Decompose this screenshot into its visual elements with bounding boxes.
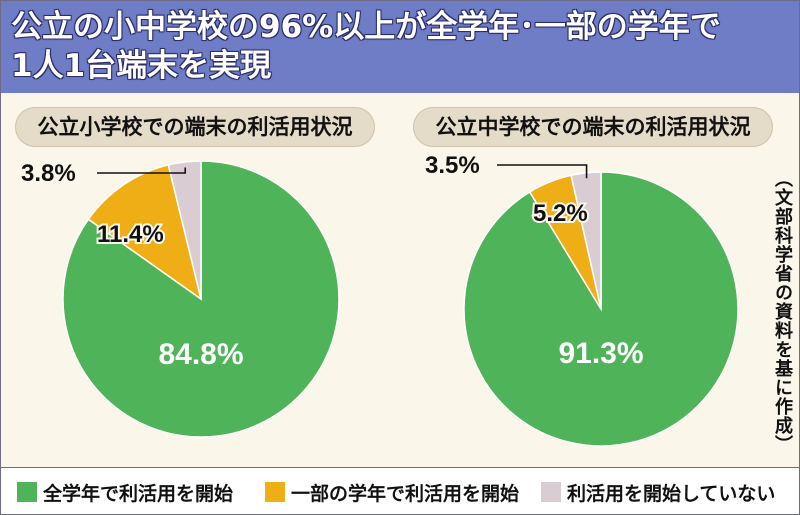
title-line-2: 1人1台端末を実現 bbox=[11, 48, 272, 84]
junior-high-label-partial: 5.2% bbox=[533, 200, 588, 227]
junior-high-title-pill bbox=[413, 107, 773, 147]
junior-high-pie-outline bbox=[463, 171, 739, 447]
elementary-leader-line bbox=[97, 167, 187, 174]
legend-swatch-none bbox=[541, 482, 561, 502]
legend-divider bbox=[1, 467, 799, 468]
junior-high-leader-line bbox=[497, 164, 588, 179]
junior-high-chart-title: 公立中学校での端末の利活用状況 bbox=[435, 115, 751, 139]
title-banner: 公立の小中学校の96%以上が全学年･一部の学年で 1人1台端末を実現 bbox=[1, 1, 799, 93]
legend-label-partial: 一部の学年で利活用を開始 bbox=[291, 482, 520, 505]
pie-charts: 84.8% 11.4% 3.8% 91.3% 5.2% 3.5% bbox=[19, 150, 739, 447]
source-note: （文部科学省の資料を基に作成） bbox=[772, 169, 793, 454]
legend-item-none: 利活用を開始していない bbox=[541, 481, 776, 505]
legend-swatch-full bbox=[17, 482, 37, 502]
elementary-title-pill bbox=[15, 107, 375, 147]
elementary-pie-outline bbox=[62, 160, 340, 438]
legend-swatch-partial bbox=[265, 482, 285, 502]
legend-label-full: 全学年で利活用を開始 bbox=[43, 482, 234, 505]
elementary-label-partial: 11.4% bbox=[97, 221, 164, 248]
junior-high-label-none: 3.5% bbox=[425, 152, 480, 179]
legend: 全学年で利活用を開始 一部の学年で利活用を開始 利活用を開始していない bbox=[1, 468, 799, 514]
elementary-label-none: 3.8% bbox=[21, 160, 76, 187]
legend-item-full: 全学年で利活用を開始 bbox=[17, 481, 234, 505]
junior-high-label-full: 91.3% bbox=[558, 337, 643, 370]
legend-item-partial: 一部の学年で利活用を開始 bbox=[265, 481, 520, 505]
elementary-chart-title: 公立小学校での端末の利活用状況 bbox=[37, 115, 353, 139]
legend-label-none: 利活用を開始していない bbox=[567, 482, 776, 505]
elementary-label-full: 84.8% bbox=[158, 338, 243, 371]
title-line-1: 公立の小中学校の96%以上が全学年･一部の学年で bbox=[11, 9, 721, 45]
